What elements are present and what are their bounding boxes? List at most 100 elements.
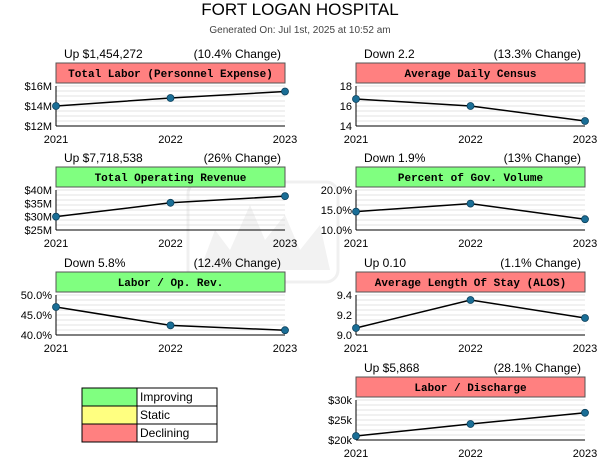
data-point — [52, 303, 60, 311]
data-point — [466, 420, 475, 428]
chart-title: Average Daily Census — [404, 69, 536, 81]
x-tick-label: 2022 — [158, 134, 182, 146]
data-point — [352, 432, 360, 440]
x-tick-label: 2022 — [458, 134, 482, 146]
series-line — [355, 299, 586, 329]
legend-label: Declining — [140, 426, 189, 440]
x-tick-label: 2021 — [344, 238, 368, 250]
change-percent: (13% Change) — [504, 151, 581, 165]
y-tick-label: $30k — [328, 395, 352, 407]
title-banner — [55, 271, 286, 293]
x-tick-label: 2023 — [573, 134, 597, 146]
x-tick-label: 2021 — [344, 134, 368, 146]
chart-title: Percent of Gov. Volume — [398, 173, 544, 185]
title-banner — [355, 271, 586, 293]
data-point — [52, 102, 60, 110]
chart-panel: Down 2.2 (13.3% Change) Average Daily Cens… — [340, 47, 597, 146]
data-point — [281, 326, 289, 335]
data-point — [166, 198, 175, 207]
chart-title: Average Length Of Stay (ALOS) — [375, 278, 566, 290]
legend-label-box — [136, 423, 218, 443]
change-summary: Down 5.8% — [64, 256, 126, 270]
x-tick-label: 2022 — [458, 343, 482, 355]
x-tick-label: 2023 — [573, 448, 597, 460]
x-tick-label: 2023 — [273, 238, 297, 250]
title-banner — [55, 166, 286, 188]
y-tick-label: 9.0 — [337, 330, 352, 342]
data-point — [581, 117, 589, 125]
chart-panel: Down 1.9% (13% Change) Percent of Gov. Vol… — [321, 151, 597, 250]
y-tick-label: $20k — [328, 435, 352, 447]
legend-swatch — [81, 387, 138, 407]
y-tick-label: 15.0% — [321, 205, 352, 217]
chart-title: Total Labor (Personnel Expense) — [68, 69, 273, 81]
title-banner — [355, 376, 586, 398]
chart-panel: Down 5.8% (12.4% Change) Labor / Op. Rev. 4… — [21, 256, 297, 355]
y-tick-label: 18 — [340, 81, 352, 93]
legend-swatch — [81, 405, 138, 425]
change-summary: Up 0.10 — [364, 256, 406, 270]
x-tick-label: 2021 — [44, 238, 68, 250]
x-tick-label: 2021 — [44, 134, 68, 146]
chart-panel: Up 0.10 (1.1% Change) Average Length Of St… — [337, 256, 598, 355]
x-tick-label: 2022 — [458, 238, 482, 250]
x-tick-label: 2021 — [44, 343, 68, 355]
y-tick-label: $25k — [328, 415, 352, 427]
y-tick-label: 40.0% — [21, 330, 52, 342]
data-point — [352, 207, 360, 216]
change-summary: Down 2.2 — [364, 47, 415, 61]
y-tick-label: $12M — [24, 121, 52, 133]
legend-label: Static — [140, 408, 170, 422]
title-banner — [55, 62, 286, 84]
chart-panel: Up $1,454,272 (10.4% Change) Total Labor (… — [24, 47, 297, 146]
chart-title: Total Operating Revenue — [95, 173, 247, 185]
chart-panel: Up $5,868 (28.1% Change) Labor / Discharge… — [328, 361, 597, 460]
data-point — [581, 215, 589, 224]
y-tick-label: 45.0% — [21, 310, 52, 322]
y-tick-label: 20.0% — [321, 185, 352, 197]
chart-title: Labor / Op. Rev. — [118, 278, 224, 290]
change-summary: Up $5,868 — [364, 361, 420, 375]
change-summary: Up $7,718,538 — [64, 151, 143, 165]
chart-panels: Up $1,454,272 (10.4% Change) Total Labor (… — [21, 47, 597, 460]
data-point — [581, 314, 589, 322]
y-tick-label: $25M — [24, 225, 52, 237]
data-point — [166, 321, 175, 330]
generated-timestamp: Generated On: Jul 1st, 2025 at 10:52 am — [209, 25, 390, 36]
change-percent: (13.3% Change) — [494, 47, 581, 61]
change-percent: (1.1% Change) — [500, 256, 581, 270]
change-summary: Down 1.9% — [364, 151, 426, 165]
chart-panel: Up $7,718,538 (26% Change) Total Operating… — [24, 151, 297, 250]
data-point — [466, 199, 475, 208]
title-banner — [355, 62, 586, 84]
y-tick-label: $16M — [24, 81, 52, 93]
page-title: FORT LOGAN HOSPITAL — [201, 0, 398, 19]
x-tick-label: 2022 — [458, 448, 482, 460]
y-tick-label: $40M — [24, 185, 52, 197]
y-tick-label: 14 — [340, 121, 352, 133]
data-point — [52, 212, 60, 221]
data-point — [166, 94, 175, 102]
y-tick-label: 9.2 — [337, 310, 352, 322]
x-tick-label: 2023 — [273, 343, 297, 355]
x-tick-label: 2023 — [573, 238, 597, 250]
y-tick-label: 50.0% — [21, 290, 52, 302]
data-point — [466, 296, 475, 304]
legend-swatch — [81, 423, 138, 443]
data-point — [352, 324, 360, 332]
x-tick-label: 2023 — [273, 134, 297, 146]
x-tick-label: 2023 — [573, 343, 597, 355]
x-tick-label: 2022 — [158, 238, 182, 250]
change-summary: Up $1,454,272 — [64, 47, 143, 61]
y-tick-label: 16 — [340, 101, 352, 113]
data-point — [581, 408, 589, 417]
legend-label: Improving — [140, 390, 193, 404]
y-tick-label: 10.0% — [321, 225, 352, 237]
x-tick-label: 2021 — [344, 448, 368, 460]
data-point — [281, 87, 289, 96]
y-tick-label: 9.4 — [337, 290, 352, 302]
x-tick-label: 2021 — [344, 343, 368, 355]
data-point — [352, 95, 360, 103]
